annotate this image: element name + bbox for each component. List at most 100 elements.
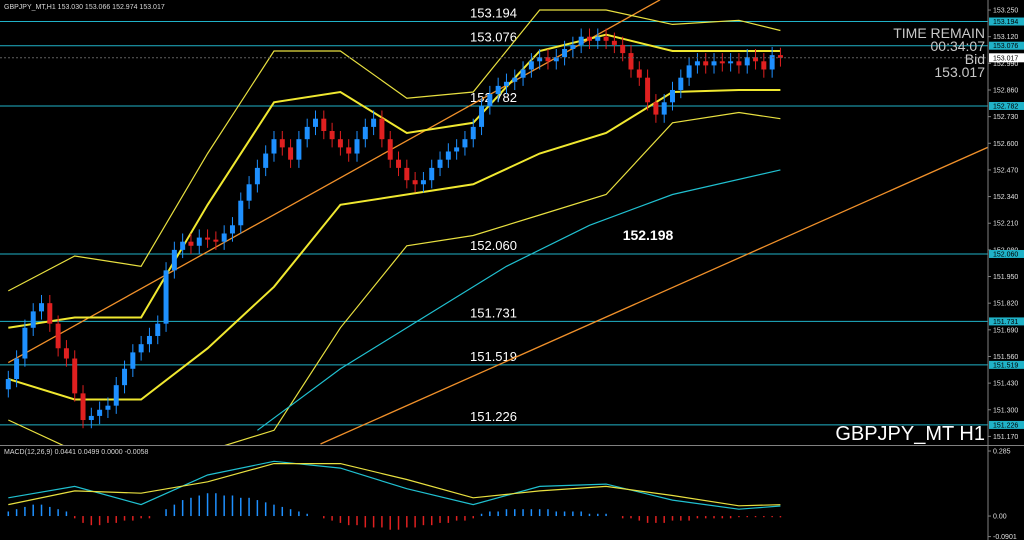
candle-body: [454, 147, 460, 152]
candle-body: [304, 126, 310, 140]
bid-axis-label: 153.017: [993, 55, 1018, 62]
candle-body: [238, 200, 244, 226]
candle-body: [22, 327, 28, 359]
candle-body: [171, 249, 177, 271]
candle-body: [487, 94, 493, 107]
candle-body: [562, 48, 568, 58]
candle-body: [661, 102, 667, 115]
level-axis-box: [989, 101, 1024, 110]
candle-body: [620, 44, 626, 54]
candle-body: [229, 225, 235, 234]
candle-body: [337, 139, 343, 148]
candle-body: [412, 180, 418, 185]
candle-body: [163, 270, 169, 324]
level-axis-box: [989, 420, 1024, 429]
candle-body: [180, 241, 186, 250]
macd-panel: [7, 460, 782, 530]
candle-body: [155, 323, 161, 336]
candle-body: [719, 61, 725, 64]
bid-label: Bid: [965, 51, 985, 67]
trendline: [7, 0, 661, 364]
candle-body: [703, 61, 709, 66]
candle-body: [288, 147, 294, 160]
bid-value: 153.017: [934, 64, 985, 80]
candle-body: [313, 118, 318, 127]
candle-body: [636, 69, 642, 78]
candle-body: [146, 335, 152, 345]
indicator-line: [8, 33, 781, 329]
indicator-line: [8, 111, 781, 445]
candle-body: [512, 77, 518, 82]
candle-body: [777, 55, 783, 58]
candle-body: [761, 61, 767, 70]
y-tick-label: 151.430: [993, 381, 1018, 388]
candle-body: [387, 139, 393, 160]
candle-body: [736, 61, 742, 66]
level-axis-box: [989, 17, 1024, 26]
candle-body: [296, 139, 302, 160]
y-tick-label: 151.170: [993, 434, 1018, 441]
candle-body: [769, 55, 775, 70]
level-axis-label: 152.782: [993, 103, 1018, 110]
candle-body: [396, 159, 402, 168]
price-axis: 153.250 153.120 152.990 152.860 152.730 152.6…: [988, 8, 1024, 540]
candle-body: [686, 65, 692, 78]
candle-body: [495, 85, 501, 95]
candle-body: [578, 36, 584, 45]
candle-body: [462, 139, 468, 148]
candle-body: [503, 81, 509, 86]
candle-body: [205, 237, 211, 240]
candle-body: [63, 348, 69, 359]
candle-body: [371, 118, 377, 127]
candle-body: [346, 147, 352, 154]
level-label: 153.076: [470, 30, 517, 45]
candle-body: [80, 393, 86, 421]
candle-body: [72, 358, 78, 394]
candle-body: [113, 385, 119, 406]
y-tick-label: 153.250: [993, 8, 1018, 15]
candle-body: [670, 89, 675, 103]
candle-body: [520, 69, 526, 78]
candle-body: [528, 61, 534, 70]
candle-body: [537, 57, 543, 62]
candle-body: [105, 405, 111, 410]
level-label: 151.226: [470, 409, 517, 424]
annotation: 152.198: [623, 227, 674, 243]
candle-body: [39, 303, 45, 312]
y-tick-label: 152.730: [993, 114, 1018, 121]
macd-tick-label: 0.00: [993, 514, 1007, 521]
indicator-line: [257, 169, 781, 431]
y-tick-label: 151.300: [993, 407, 1018, 414]
candle-body: [221, 233, 227, 242]
candle-body: [55, 323, 61, 349]
candle-body: [14, 358, 20, 380]
level-axis-box: [989, 249, 1024, 258]
candle-body: [196, 237, 202, 246]
candle-body: [5, 379, 11, 390]
candle-body: [254, 167, 260, 185]
level-label: 151.731: [470, 305, 517, 320]
level-label: 151.519: [470, 349, 517, 364]
candle-body: [603, 36, 609, 41]
candle-body: [88, 415, 94, 421]
level-axis-label: 153.076: [993, 43, 1018, 50]
macd-title: MACD(12,26,9) 0.0441 0.0499 0.0000 -0.00…: [4, 449, 148, 456]
macd-tick-label: 0.285: [993, 449, 1011, 456]
y-tick-label: 151.820: [993, 301, 1018, 308]
y-tick-label: 152.210: [993, 221, 1018, 228]
y-tick-label: 152.600: [993, 141, 1018, 148]
bid-axis-box: [989, 53, 1024, 63]
candle-body: [445, 151, 451, 160]
level-axis-label: 151.226: [993, 422, 1018, 429]
level-axis-box: [989, 317, 1024, 326]
candle-body: [628, 53, 634, 70]
candle-body: [329, 130, 335, 140]
candle-body: [728, 61, 734, 64]
candle-body: [645, 77, 651, 103]
candle-body: [653, 102, 659, 115]
y-tick-label: 152.470: [993, 167, 1018, 174]
y-tick-label: 152.990: [993, 61, 1018, 68]
y-tick-label: 151.560: [993, 354, 1018, 361]
